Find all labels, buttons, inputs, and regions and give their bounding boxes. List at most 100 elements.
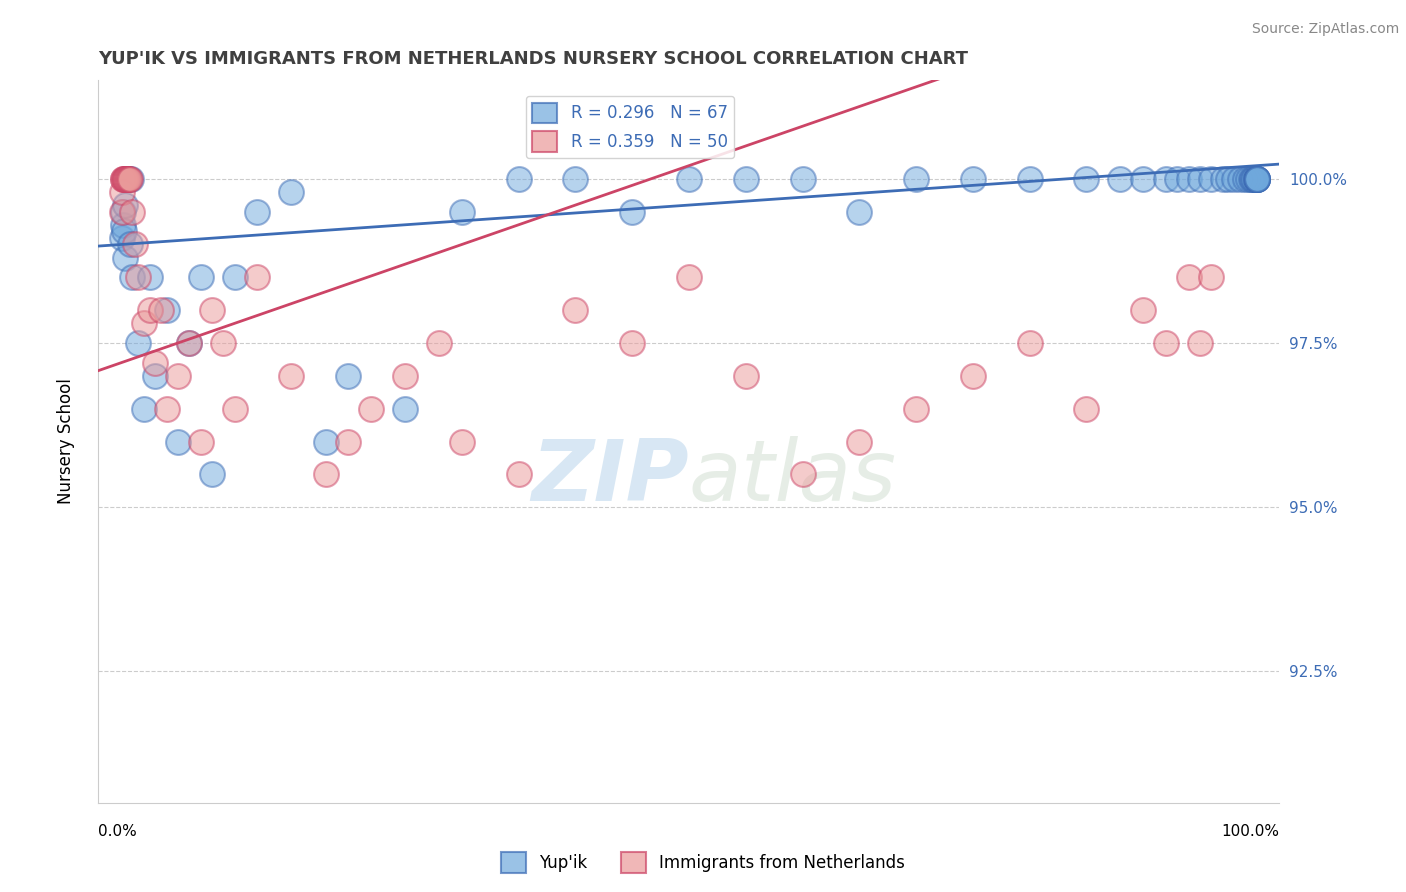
Point <box>167 368 190 383</box>
Point <box>1246 171 1268 186</box>
Point <box>394 368 416 383</box>
Point <box>962 368 984 383</box>
Point <box>179 336 201 351</box>
Legend: Yup'ik, Immigrants from Netherlands: Yup'ik, Immigrants from Netherlands <box>495 846 911 880</box>
Point <box>905 171 928 186</box>
Point <box>121 270 143 285</box>
Point <box>115 171 138 186</box>
Point <box>155 303 177 318</box>
Point <box>1076 401 1098 416</box>
Point <box>132 316 155 330</box>
Point <box>111 185 134 199</box>
Point <box>508 171 530 186</box>
Point <box>111 218 134 232</box>
Point <box>280 368 302 383</box>
Point <box>1246 171 1268 186</box>
Point <box>112 171 135 186</box>
Point <box>315 434 337 449</box>
Point <box>564 303 586 318</box>
Point <box>114 251 136 265</box>
Point <box>1109 171 1132 186</box>
Point <box>678 270 700 285</box>
Point <box>155 401 177 416</box>
Point <box>450 204 472 219</box>
Point <box>117 171 139 186</box>
Point <box>1218 171 1240 186</box>
Point <box>143 356 166 370</box>
Point <box>115 171 138 186</box>
Point <box>394 401 416 416</box>
Point <box>1241 171 1264 186</box>
Point <box>149 303 172 318</box>
Point <box>792 171 814 186</box>
Point <box>1154 171 1177 186</box>
Point <box>224 401 246 416</box>
Point <box>114 171 136 186</box>
Point <box>190 434 212 449</box>
Point <box>179 336 201 351</box>
Point <box>121 204 143 219</box>
Point <box>114 171 136 186</box>
Point <box>1246 171 1268 186</box>
Point <box>120 237 142 252</box>
Point <box>1234 171 1257 186</box>
Point <box>848 204 870 219</box>
Point <box>127 270 149 285</box>
Point <box>111 231 134 245</box>
Point <box>212 336 235 351</box>
Point <box>115 171 138 186</box>
Point <box>1246 171 1268 186</box>
Point <box>1132 171 1154 186</box>
Point <box>246 204 269 219</box>
Point <box>1201 270 1223 285</box>
Point <box>1246 171 1268 186</box>
Point <box>962 171 984 186</box>
Point <box>337 368 360 383</box>
Text: YUP'IK VS IMMIGRANTS FROM NETHERLANDS NURSERY SCHOOL CORRELATION CHART: YUP'IK VS IMMIGRANTS FROM NETHERLANDS NU… <box>98 50 969 68</box>
Point <box>1076 171 1098 186</box>
Point <box>1132 303 1154 318</box>
Text: 100.0%: 100.0% <box>1222 824 1279 839</box>
Point <box>1240 171 1263 186</box>
Point <box>734 171 756 186</box>
Point <box>112 171 135 186</box>
Point <box>124 237 146 252</box>
Point <box>1212 171 1234 186</box>
Point <box>114 198 136 212</box>
Point <box>143 368 166 383</box>
Point <box>1188 171 1211 186</box>
Point <box>118 171 141 186</box>
Point <box>111 171 134 186</box>
Point <box>114 171 136 186</box>
Legend: R = 0.296   N = 67, R = 0.359   N = 50: R = 0.296 N = 67, R = 0.359 N = 50 <box>526 95 734 158</box>
Point <box>112 204 135 219</box>
Point <box>1246 171 1268 186</box>
Point <box>621 204 644 219</box>
Point <box>315 467 337 482</box>
Point <box>167 434 190 449</box>
Point <box>201 467 224 482</box>
Text: Source: ZipAtlas.com: Source: ZipAtlas.com <box>1251 22 1399 37</box>
Point <box>564 171 586 186</box>
Point <box>1229 171 1251 186</box>
Point <box>848 434 870 449</box>
Point <box>120 171 142 186</box>
Text: ZIP: ZIP <box>531 436 689 519</box>
Point <box>224 270 246 285</box>
Point <box>1243 171 1265 186</box>
Point <box>127 336 149 351</box>
Point <box>792 467 814 482</box>
Point <box>734 368 756 383</box>
Point <box>1188 336 1211 351</box>
Point <box>132 401 155 416</box>
Text: atlas: atlas <box>689 436 897 519</box>
Point <box>114 171 136 186</box>
Point <box>678 171 700 186</box>
Point <box>450 434 472 449</box>
Point <box>138 303 160 318</box>
Text: 0.0%: 0.0% <box>98 824 138 839</box>
Point <box>1166 171 1188 186</box>
Point <box>118 171 141 186</box>
Point <box>246 270 269 285</box>
Point <box>1177 171 1199 186</box>
